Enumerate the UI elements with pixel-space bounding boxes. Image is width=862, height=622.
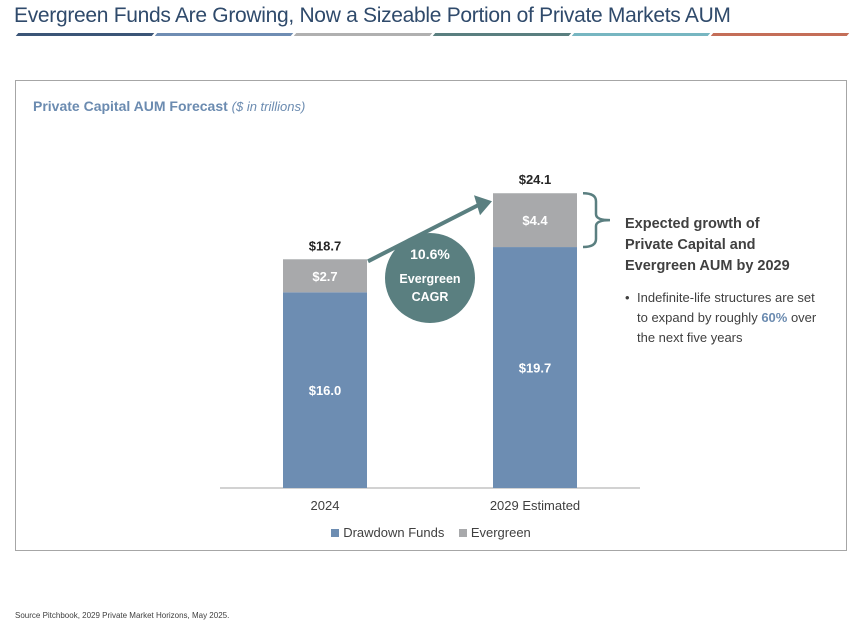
legend-swatch-drawdown [331, 529, 340, 537]
bullet-highlight: 60% [761, 310, 788, 325]
page-title: Evergreen Funds Are Growing, Now a Sizea… [14, 4, 731, 27]
data-label: $2.7 [312, 269, 337, 284]
bullet-text-end: over the next five years [637, 310, 817, 345]
chart-frame [15, 80, 847, 551]
bar-evergreen [283, 259, 367, 293]
chart-subtitle: ($ in trillions) [231, 99, 306, 114]
annotation-line: Private Capital and [625, 237, 756, 253]
cagr-text: Evergreen [399, 272, 460, 286]
legend-label-drawdown: Drawdown Funds [343, 525, 445, 540]
growth-arrow [367, 203, 479, 264]
source-note: Source Pitchbook, 2029 Private Market Ho… [15, 611, 230, 620]
cagr-text: CAGR [412, 290, 449, 304]
annotation-bullet: Indefinite-life structures are set to ex… [625, 288, 827, 348]
legend: Drawdown Funds Evergreen [0, 525, 862, 540]
cagr-badge [385, 233, 475, 323]
bar-drawdown-funds [283, 292, 367, 488]
chart-title: Private Capital AUM Forecast ($ in trill… [33, 98, 305, 114]
chart-title-text: Private Capital AUM Forecast [33, 98, 228, 114]
x-tick-label: 2024 [311, 498, 340, 513]
x-tick-label: 2029 Estimated [490, 498, 580, 513]
total-label: $24.1 [519, 172, 552, 187]
bullet-text: Indefinite-life structures are set to ex… [637, 290, 815, 325]
bar-evergreen [493, 193, 577, 248]
bar-drawdown-funds [493, 247, 577, 488]
annotation-heading: Expected growth of Private Capital and E… [625, 214, 790, 277]
data-label: $4.4 [522, 213, 548, 228]
total-label: $18.7 [309, 238, 342, 253]
legend-swatch-evergreen [458, 529, 467, 537]
annotation-line: Expected growth of [625, 216, 760, 232]
data-label: $19.7 [519, 361, 552, 376]
legend-label-evergreen: Evergreen [470, 525, 531, 540]
brace-icon [582, 191, 611, 249]
data-label: $16.0 [309, 383, 342, 398]
annotation-line: Evergreen AUM by 2029 [625, 258, 790, 274]
arrow-head-icon [474, 195, 492, 216]
cagr-text: 10.6% [410, 246, 450, 262]
